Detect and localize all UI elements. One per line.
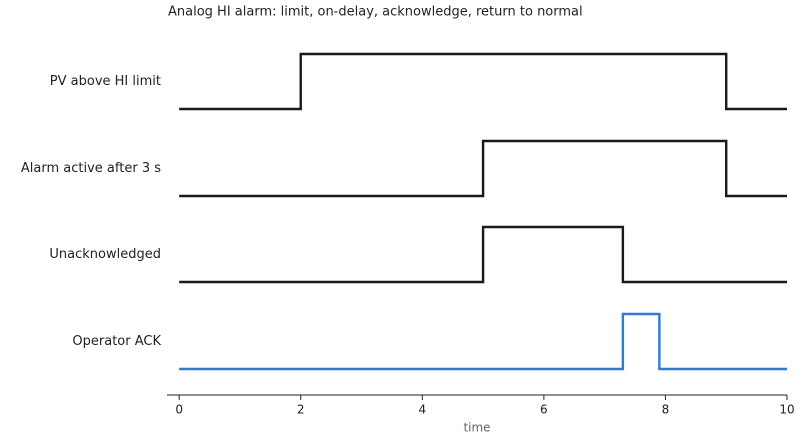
signal-label: PV above HI limit — [50, 74, 161, 89]
x-tick-label: 10 — [779, 403, 794, 417]
x-tick-label: 6 — [540, 403, 548, 417]
signal-trace — [179, 225, 787, 284]
x-tick-label: 2 — [297, 403, 305, 417]
signal-trace — [179, 52, 787, 111]
signal-label: Operator ACK — [72, 334, 161, 349]
signal-trace — [179, 312, 787, 371]
chart-title: Analog HI alarm: limit, on-delay, acknow… — [168, 5, 583, 20]
x-tick-label: 4 — [418, 403, 426, 417]
signal-label: Alarm active after 3 s — [21, 161, 161, 176]
x-tick-label: 0 — [175, 403, 183, 417]
x-axis-label: time — [463, 421, 490, 435]
signal-trace — [179, 139, 787, 198]
signal-label: Unacknowledged — [49, 247, 161, 262]
x-tick-label: 8 — [662, 403, 670, 417]
